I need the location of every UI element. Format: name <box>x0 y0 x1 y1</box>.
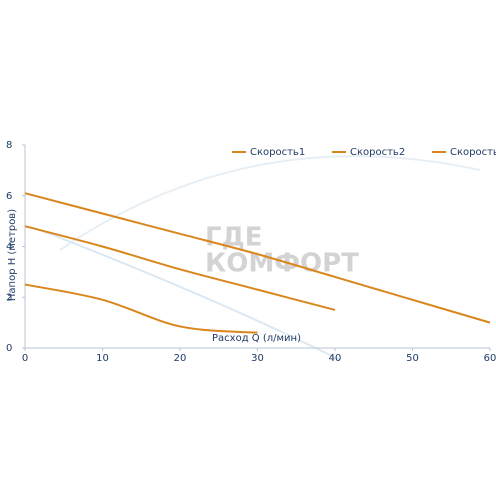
y-axis-label: Напор H (метров) <box>7 209 18 301</box>
series-line <box>24 192 491 324</box>
x-tick-label: 0 <box>22 353 28 364</box>
y-tick-label: 8 <box>6 140 12 151</box>
x-axis-label: Расход Q (л/мин) <box>212 333 301 344</box>
legend-label: Скорость1 <box>250 147 305 158</box>
watermark: КОМФОРТ <box>205 249 359 279</box>
legend-label: Скорость3 <box>450 147 496 158</box>
x-tick-label: 30 <box>251 353 264 364</box>
x-tick-label: 10 <box>96 353 109 364</box>
y-tick-label: 4 <box>6 242 12 253</box>
y-tick-label: 6 <box>6 191 12 202</box>
series-line <box>24 225 336 311</box>
x-tick-label: 50 <box>406 353 419 364</box>
legend-label: Скорость2 <box>350 147 405 158</box>
x-tick-label: 40 <box>329 353 342 364</box>
series-line <box>24 283 258 334</box>
y-tick-label: 0 <box>6 343 12 354</box>
decor <box>39 229 341 361</box>
decor <box>59 155 481 251</box>
y-tick-label: 2 <box>6 292 12 303</box>
x-tick-label: 20 <box>174 353 187 364</box>
x-tick-label: 60 <box>484 353 496 364</box>
